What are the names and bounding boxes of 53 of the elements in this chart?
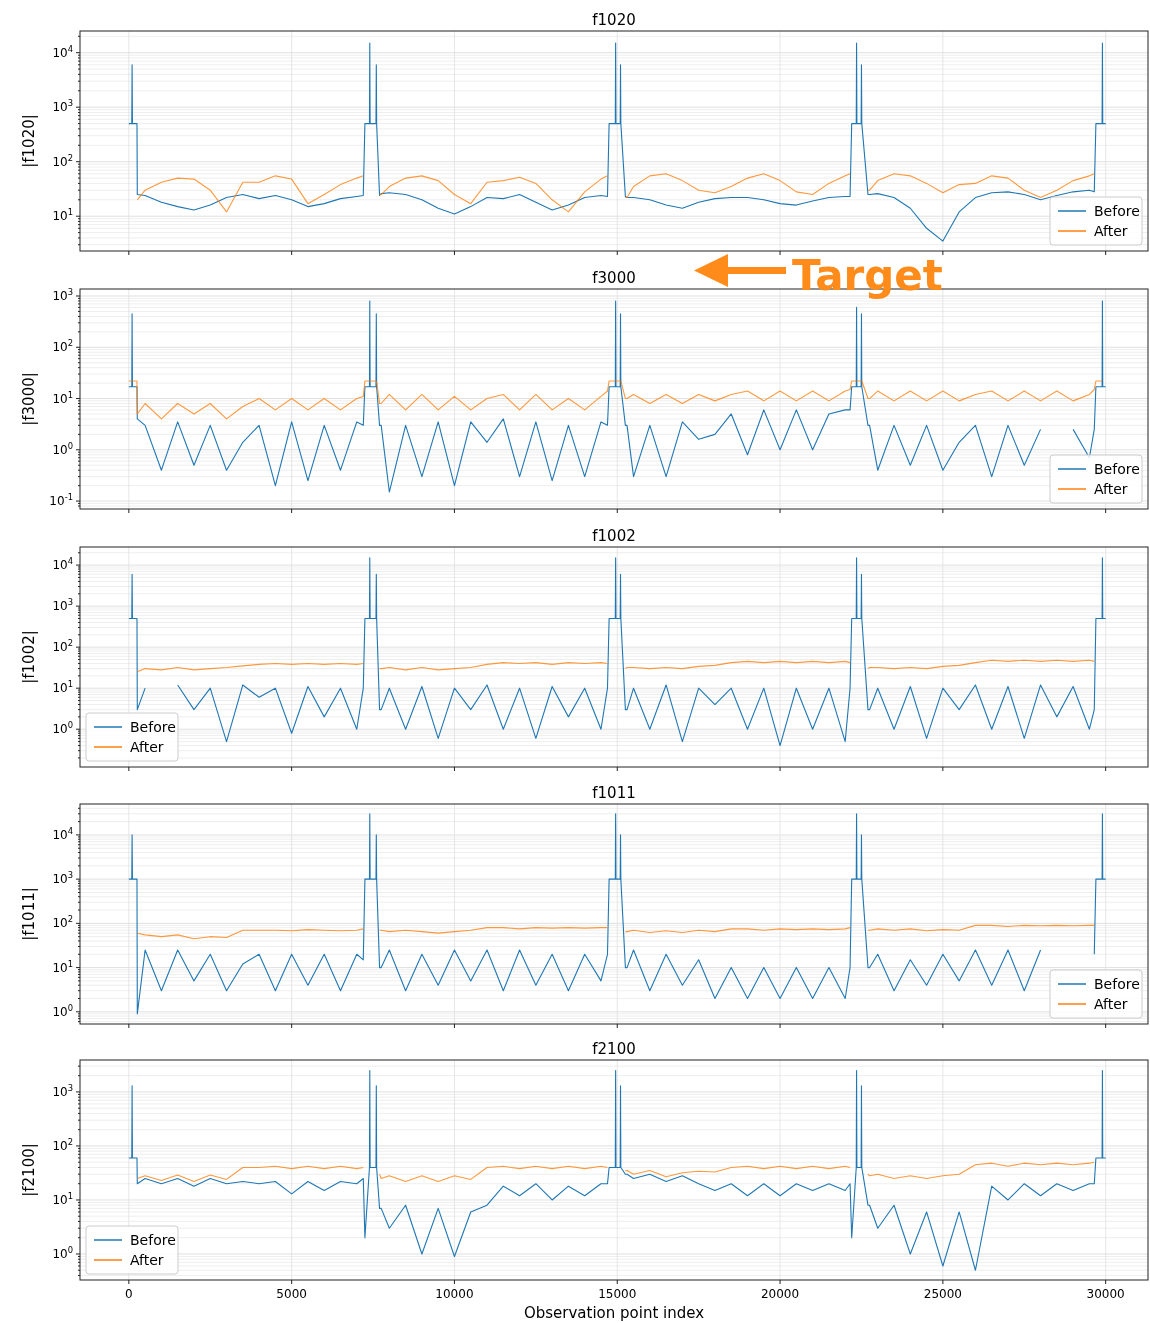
y-tick-label: 10$^{2}$ (52, 638, 73, 655)
y-tick-label: 10$^{4}$ (52, 825, 73, 842)
y-tick-label: 10$^{3}$ (52, 1082, 73, 1099)
annotation: Target (792, 251, 943, 300)
legend-label: Before (1094, 203, 1140, 219)
y-axis-title: |f1020| (20, 114, 38, 168)
y-tick-label: 10$^{2}$ (52, 152, 73, 169)
chart-title: f2100 (592, 1040, 636, 1058)
y-tick-label: 10$^{3}$ (52, 597, 73, 614)
y-tick-label: 10$^{4}$ (52, 43, 73, 60)
x-axis-title: Observation point index (523, 1304, 705, 1322)
y-tick-label: 10$^{2}$ (52, 914, 73, 931)
x-tick-label: 25000 (923, 1287, 962, 1301)
legend-label: After (130, 1252, 164, 1268)
chart-title: f3000 (592, 269, 636, 287)
legend-label: Before (130, 1232, 176, 1248)
x-tick-label: 20000 (760, 1287, 800, 1301)
y-tick-label: 10$^{3}$ (52, 287, 73, 304)
y-tick-label: 10$^{3}$ (52, 98, 73, 115)
y-tick-label: 10$^{4}$ (52, 556, 73, 573)
legend-label: Before (130, 719, 176, 735)
y-axis-title: |f1002| (20, 630, 38, 684)
y-tick-label: 10$^{1}$ (52, 958, 73, 975)
y-tick-label: 10$^{1}$ (52, 679, 73, 696)
legend-label: After (130, 739, 164, 755)
legend-label: Before (1094, 976, 1140, 992)
y-tick-label: 10$^{1}$ (52, 207, 73, 224)
x-tick-label: 30000 (1086, 1287, 1125, 1301)
y-tick-label: 10$^{0}$ (52, 1002, 73, 1019)
y-tick-label: 10$^{0}$ (52, 440, 73, 457)
y-axis-title: |f1011| (20, 887, 38, 941)
y-tick-label: 10$^{3}$ (52, 870, 73, 887)
x-tick-label: 15000 (598, 1287, 637, 1301)
line-series (128, 1069, 1107, 1271)
x-tick-label: 0 (125, 1287, 133, 1301)
y-tick-label: 10$^{0}$ (52, 720, 73, 737)
x-tick-label: 5000 (276, 1287, 307, 1301)
y-tick-label: 10$^{0}$ (52, 1244, 73, 1261)
legend-label: Before (1094, 461, 1140, 477)
chart-title: f1002 (592, 527, 636, 545)
chart-title: f1011 (592, 784, 636, 802)
legend-label: After (1094, 223, 1128, 239)
y-tick-label: 10$^{-1}$ (49, 492, 73, 509)
y-tick-label: 10$^{2}$ (52, 1136, 73, 1153)
legend-label: After (1094, 996, 1128, 1012)
y-tick-label: 10$^{1}$ (52, 389, 73, 406)
legend-label: After (1094, 481, 1128, 497)
y-tick-label: 10$^{1}$ (52, 1190, 73, 1207)
chart-title: f1020 (592, 11, 636, 29)
x-tick-label: 10000 (435, 1287, 474, 1301)
y-axis-title: |f2100| (20, 1143, 38, 1197)
y-axis-title: |f3000| (20, 372, 38, 426)
y-tick-label: 10$^{2}$ (52, 338, 73, 355)
